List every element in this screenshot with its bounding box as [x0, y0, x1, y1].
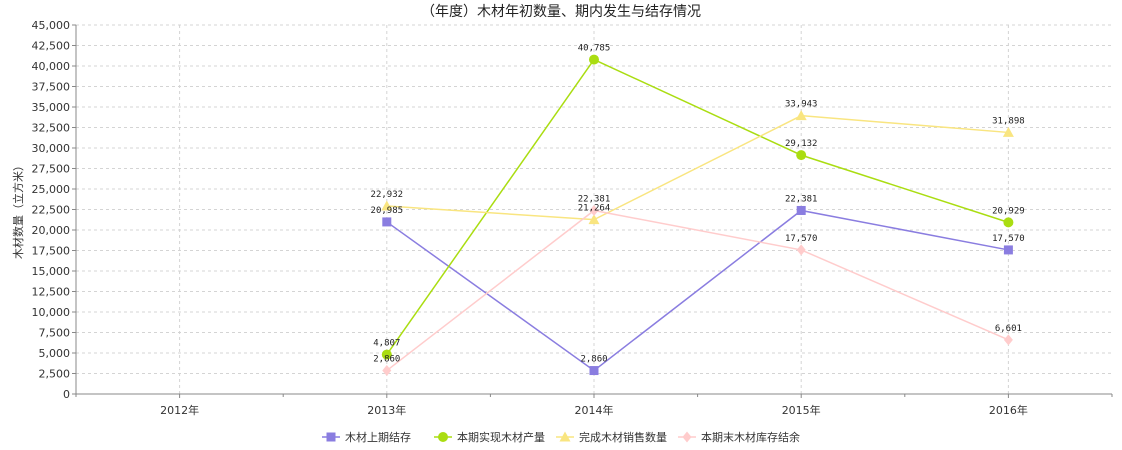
legend-marker: [438, 432, 448, 442]
y-tick-label: 32,500: [32, 122, 71, 135]
data-label: 22,381: [578, 194, 611, 204]
y-tick-label: 42,500: [32, 40, 71, 53]
y-tick-label: 37,500: [32, 81, 71, 94]
x-tick-label: 2016年: [989, 403, 1028, 417]
data-point: [796, 205, 806, 215]
data-point: [588, 214, 600, 225]
data-point: [589, 54, 599, 65]
y-tick-label: 45,000: [32, 19, 71, 32]
data-point: [796, 244, 806, 256]
data-label: 4,807: [373, 339, 400, 349]
y-tick-label: 17,500: [32, 245, 71, 258]
data-point: [1003, 217, 1014, 228]
axes: [72, 24, 1113, 398]
legend-marker: [326, 432, 336, 442]
y-tick-labels: 0 2,500 5,000 7,500 10,000 12,500 15,000 17,500…: [32, 19, 71, 401]
legend-item: 本期实现木材产量: [434, 430, 545, 444]
data-label: 29,132: [785, 139, 818, 149]
data-point: [589, 366, 599, 376]
data-label: 2,860: [580, 355, 607, 365]
chart-title: （年度）木材年初数量、期内发生与结存情况: [421, 3, 701, 20]
data-label: 31,898: [992, 116, 1025, 126]
data-label: 22,932: [371, 190, 404, 200]
data-label: 33,943: [785, 100, 818, 110]
y-tick-label: 5,000: [39, 347, 71, 360]
x-tick-label: 2014年: [575, 403, 614, 417]
legend-label: 木材上期结存: [345, 430, 411, 444]
data-label: 40,785: [578, 44, 611, 54]
x-tick-label: 2015年: [782, 403, 821, 417]
y-tick-label: 12,500: [32, 286, 71, 299]
x-tick-label: 2013年: [367, 403, 406, 417]
legend-item: 木材上期结存: [322, 430, 411, 444]
data-label: 6,601: [995, 324, 1022, 334]
y-tick-label: 20,000: [32, 224, 71, 237]
y-tick-label: 35,000: [32, 101, 71, 114]
data-point: [1003, 334, 1013, 346]
data-labels: 20,985 2,860 22,381 17,570 4,807 40,785 29,132…: [371, 44, 1025, 365]
data-label: 20,929: [992, 206, 1025, 216]
data-label: 17,570: [785, 234, 818, 244]
legend-marker: [559, 431, 571, 442]
data-point: [795, 110, 807, 121]
data-point: [381, 200, 393, 211]
data-point: [381, 349, 392, 360]
data-label: 20,985: [371, 206, 404, 216]
data-label: 21,264: [578, 204, 611, 214]
series-line: [386, 209, 1009, 372]
data-point: [1003, 245, 1013, 255]
y-tick-label: 27,500: [32, 163, 71, 176]
series-2: [381, 54, 1014, 360]
x-tick-labels: 2012年 2013年 2014年 2015年 2016年: [160, 403, 1028, 417]
legend: 木材上期结存 本期实现木材产量 完成木材销售数量 本期末木材库存结余: [322, 430, 800, 444]
data-label: 17,570: [992, 234, 1025, 244]
grid: [76, 24, 1112, 394]
y-tick-label: 7,500: [39, 327, 71, 340]
y-tick-label: 2,500: [39, 368, 71, 381]
data-point: [589, 204, 599, 216]
series-line: [386, 114, 1009, 221]
y-axis-label: 木材数量（立方米）: [11, 160, 25, 259]
series-3: [381, 110, 1014, 225]
data-label: 22,381: [785, 194, 818, 204]
legend-label: 本期实现木材产量: [457, 430, 545, 444]
series: [381, 54, 1014, 377]
y-tick-label: 22,500: [32, 204, 71, 217]
y-tick-label: 0: [63, 388, 70, 401]
legend-item: 本期末木材库存结余: [678, 430, 800, 444]
series-4: [382, 204, 1013, 377]
data-point: [796, 150, 807, 161]
legend-label: 完成木材销售数量: [579, 430, 667, 444]
data-point: [1002, 126, 1014, 137]
data-label: 2,860: [373, 355, 400, 365]
data-point: [382, 217, 392, 227]
x-tick-label: 2012年: [160, 403, 199, 417]
legend-item: 完成木材销售数量: [556, 430, 667, 444]
y-tick-label: 30,000: [32, 142, 71, 155]
series-1: [382, 205, 1013, 376]
y-tick-label: 10,000: [32, 306, 71, 319]
series-line: [386, 209, 1009, 372]
series-line: [386, 58, 1009, 356]
legend-label: 本期末木材库存结余: [701, 430, 800, 444]
y-tick-label: 40,000: [32, 60, 71, 73]
legend-marker: [682, 431, 692, 443]
y-tick-label: 15,000: [32, 265, 71, 278]
data-point: [382, 365, 392, 377]
y-tick-label: 25,000: [32, 183, 71, 196]
